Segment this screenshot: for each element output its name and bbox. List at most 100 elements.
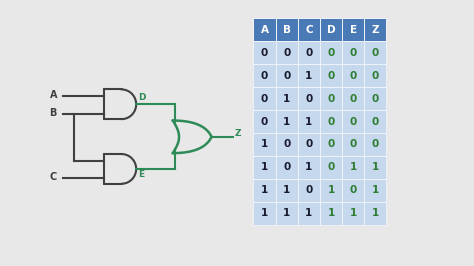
Bar: [320, 18, 342, 41]
Bar: [276, 202, 298, 225]
Text: 0: 0: [283, 70, 291, 81]
Bar: [364, 87, 386, 110]
Text: B: B: [283, 25, 291, 35]
Text: 0: 0: [372, 48, 379, 58]
Text: Z: Z: [372, 25, 379, 35]
Text: 1: 1: [372, 163, 379, 172]
Text: 1: 1: [283, 208, 291, 218]
Text: 0: 0: [349, 117, 357, 127]
Bar: [320, 87, 342, 110]
Text: 0: 0: [372, 117, 379, 127]
Text: 1: 1: [261, 163, 268, 172]
Bar: [342, 156, 364, 179]
Text: 1: 1: [261, 185, 268, 196]
Text: 0: 0: [328, 139, 335, 149]
Text: 0: 0: [305, 185, 312, 196]
Bar: [320, 156, 342, 179]
Text: 1: 1: [261, 208, 268, 218]
Text: 0: 0: [261, 94, 268, 103]
Bar: [364, 18, 386, 41]
Text: 0: 0: [328, 70, 335, 81]
Bar: [320, 41, 342, 64]
Text: 1: 1: [372, 208, 379, 218]
Bar: [276, 179, 298, 202]
Bar: [342, 133, 364, 156]
Text: 1: 1: [305, 163, 312, 172]
Text: 0: 0: [328, 48, 335, 58]
Bar: [342, 87, 364, 110]
Bar: [254, 41, 276, 64]
Text: 0: 0: [349, 139, 357, 149]
Bar: [254, 179, 276, 202]
Bar: [342, 64, 364, 87]
Text: 0: 0: [372, 70, 379, 81]
Text: E: E: [138, 170, 145, 179]
Bar: [254, 64, 276, 87]
Bar: [342, 179, 364, 202]
Bar: [254, 202, 276, 225]
Bar: [276, 87, 298, 110]
Text: B: B: [50, 108, 57, 118]
Text: 1: 1: [305, 117, 312, 127]
Text: 1: 1: [349, 163, 357, 172]
Bar: [298, 41, 320, 64]
Text: C: C: [50, 172, 57, 182]
Bar: [342, 41, 364, 64]
Bar: [320, 64, 342, 87]
Text: 1: 1: [305, 70, 312, 81]
Bar: [276, 64, 298, 87]
Text: 0: 0: [305, 48, 312, 58]
Text: 0: 0: [261, 117, 268, 127]
Bar: [342, 18, 364, 41]
Bar: [364, 133, 386, 156]
Text: 0: 0: [349, 94, 357, 103]
Bar: [364, 110, 386, 133]
Text: Z: Z: [234, 129, 241, 138]
Text: 0: 0: [261, 70, 268, 81]
Bar: [364, 156, 386, 179]
Bar: [276, 133, 298, 156]
Text: 1: 1: [349, 208, 357, 218]
Text: 0: 0: [328, 117, 335, 127]
Text: 0: 0: [349, 70, 357, 81]
Bar: [298, 179, 320, 202]
Text: D: D: [138, 93, 146, 102]
Text: 1: 1: [283, 185, 291, 196]
Text: 1: 1: [328, 185, 335, 196]
Bar: [298, 202, 320, 225]
Text: 0: 0: [305, 94, 312, 103]
Bar: [298, 87, 320, 110]
Text: 1: 1: [261, 139, 268, 149]
Bar: [254, 18, 276, 41]
Bar: [364, 202, 386, 225]
Text: 1: 1: [372, 185, 379, 196]
Text: 0: 0: [283, 48, 291, 58]
Bar: [254, 87, 276, 110]
Bar: [364, 41, 386, 64]
Bar: [276, 156, 298, 179]
Text: 1: 1: [305, 208, 312, 218]
Bar: [298, 18, 320, 41]
Text: 0: 0: [328, 94, 335, 103]
Bar: [298, 156, 320, 179]
Bar: [342, 110, 364, 133]
Bar: [298, 110, 320, 133]
Bar: [320, 202, 342, 225]
Text: 1: 1: [283, 94, 291, 103]
Bar: [364, 64, 386, 87]
Bar: [320, 179, 342, 202]
Text: 0: 0: [328, 163, 335, 172]
Text: 0: 0: [349, 48, 357, 58]
Bar: [254, 156, 276, 179]
Text: A: A: [49, 90, 57, 100]
Text: 0: 0: [283, 163, 291, 172]
Bar: [298, 133, 320, 156]
Bar: [276, 41, 298, 64]
Text: D: D: [327, 25, 335, 35]
Text: 1: 1: [328, 208, 335, 218]
Bar: [364, 179, 386, 202]
Text: 0: 0: [261, 48, 268, 58]
Bar: [320, 133, 342, 156]
Bar: [254, 133, 276, 156]
Text: 1: 1: [283, 117, 291, 127]
